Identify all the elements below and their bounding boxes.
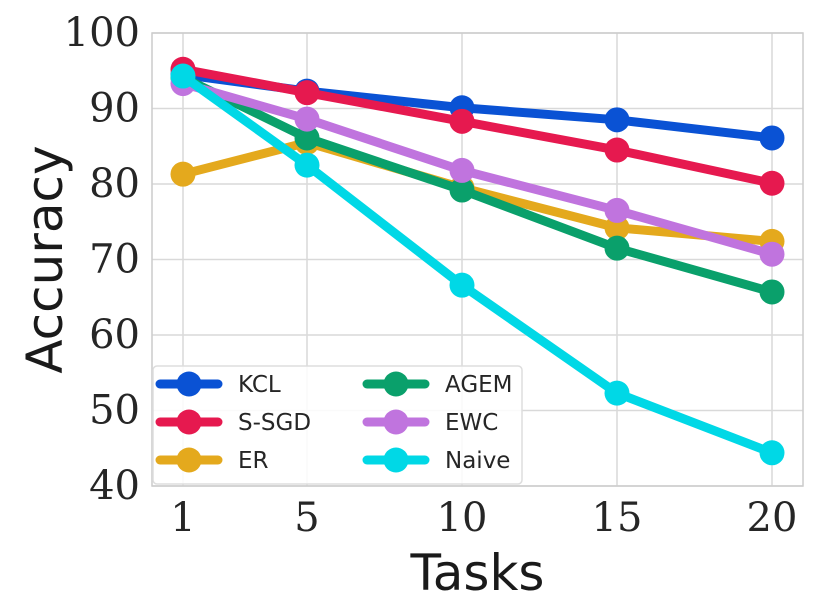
data-point-naive [759, 440, 785, 466]
y-tick-label: 90 [89, 86, 140, 132]
legend-label: ER [238, 448, 269, 474]
x-axis-label: Tasks [410, 544, 545, 602]
plot-frame [151, 32, 804, 487]
data-point-naive [170, 63, 196, 89]
data-point-kcl [759, 125, 785, 151]
legend-swatch-marker [176, 409, 202, 435]
legend-item-ewc: EWC [362, 409, 498, 436]
data-point-s-sgd [604, 137, 630, 163]
data-point-naive [604, 380, 630, 406]
series-s-sgd [170, 56, 785, 196]
legend-swatch-marker [176, 447, 202, 473]
x-tick-label: 15 [592, 495, 643, 541]
legend-label: EWC [445, 410, 498, 436]
data-point-agem [759, 279, 785, 305]
data-point-s-sgd [759, 170, 785, 196]
y-tick-label: 80 [89, 161, 140, 207]
x-tick-label: 5 [294, 495, 319, 541]
data-point-agem [449, 177, 475, 203]
legend-label: AGEM [445, 372, 513, 398]
legend-label: Naive [445, 448, 510, 474]
y-axis-label: Accuracy [16, 145, 74, 373]
data-point-ewc [449, 157, 475, 183]
x-tick-label: 20 [747, 495, 798, 541]
legend-label: S-SGD [238, 410, 311, 436]
legend-swatch-marker [383, 371, 409, 397]
legend-swatch-marker [176, 371, 202, 397]
legend: KCL S-SGD ER AGEM EWC Naive [152, 365, 523, 485]
legend-item-naive: Naive [362, 447, 510, 474]
series-layer [170, 56, 785, 466]
data-point-s-sgd [294, 80, 320, 106]
y-tick-label: 40 [89, 463, 140, 509]
data-point-agem [604, 235, 630, 261]
legend-swatch-marker [383, 447, 409, 473]
data-point-ewc [294, 106, 320, 132]
legend-item-agem: AGEM [362, 371, 513, 398]
legend-item-er: ER [155, 447, 269, 474]
data-point-s-sgd [449, 108, 475, 134]
data-point-ewc [604, 197, 630, 223]
legend-label: KCL [238, 372, 281, 398]
legend-swatch-marker [383, 409, 409, 435]
y-tick-label: 100 [64, 10, 140, 56]
legend-box [152, 365, 523, 485]
data-point-er [604, 215, 630, 241]
data-point-ewc [759, 241, 785, 267]
legend-item-s-sgd: S-SGD [155, 409, 311, 436]
data-point-kcl [604, 107, 630, 133]
data-point-naive [449, 272, 475, 298]
data-point-agem [294, 125, 320, 151]
series-naive [170, 63, 785, 466]
y-tick-label: 50 [89, 388, 140, 434]
y-tick-label: 60 [89, 312, 140, 358]
data-point-er [170, 161, 196, 187]
y-tick-label: 70 [89, 237, 140, 283]
x-tick-label: 1 [170, 495, 195, 541]
data-point-naive [294, 152, 320, 178]
x-tick-label: 10 [437, 495, 488, 541]
legend-item-kcl: KCL [155, 371, 281, 398]
series-agem [170, 65, 785, 305]
